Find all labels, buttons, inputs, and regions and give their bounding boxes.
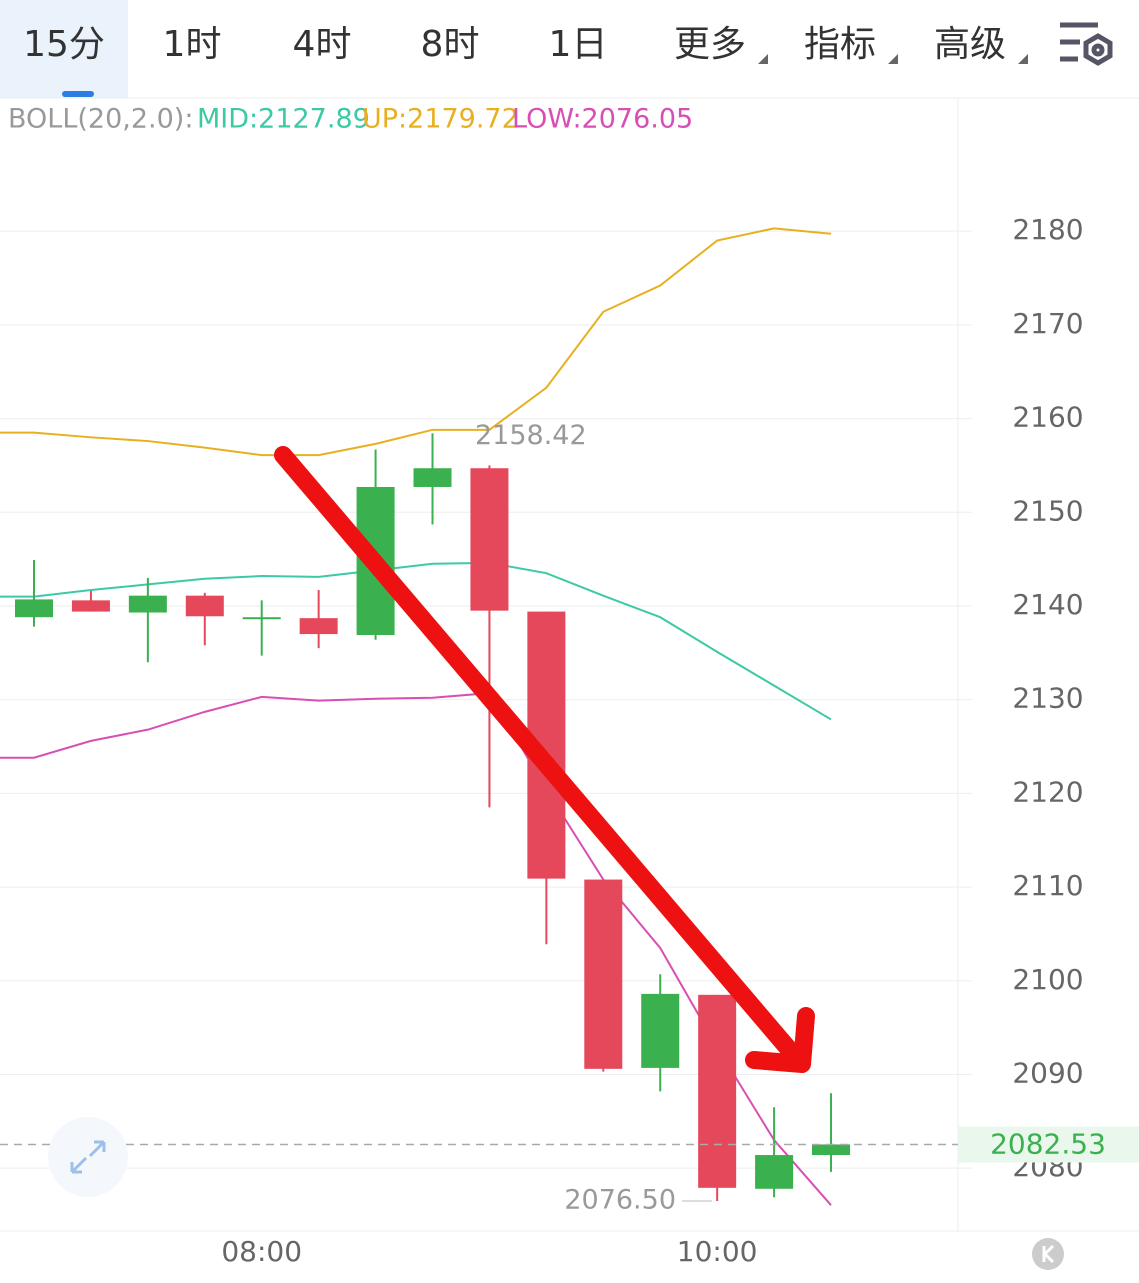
boll-line <box>0 561 832 721</box>
candle-body <box>299 618 338 635</box>
settings-icon[interactable] <box>1060 22 1113 66</box>
candle-body <box>15 599 53 618</box>
trend-arrow <box>274 446 815 1073</box>
tab[interactable]: 8时 <box>421 24 480 65</box>
tab[interactable]: 更多 <box>674 24 746 65</box>
candle-body <box>470 468 509 611</box>
boll-line <box>0 692 832 1206</box>
y-tick-label: 2120 <box>1012 775 1083 808</box>
last-price-label: 2082.53 <box>990 1127 1106 1160</box>
tab[interactable]: 15分 <box>23 24 105 65</box>
max-label: 2158.42 <box>475 420 587 451</box>
k-button[interactable] <box>1032 1238 1064 1270</box>
candle-body <box>242 617 281 620</box>
y-tick-label: 2130 <box>1012 682 1083 715</box>
expand-button[interactable] <box>48 1117 128 1197</box>
plot: 2080209021002110212021302140215021602170… <box>0 213 1139 1268</box>
candle-body <box>413 468 452 487</box>
tab[interactable]: 1日 <box>549 24 608 65</box>
tab[interactable]: 4时 <box>293 24 352 65</box>
candle-body <box>128 595 167 613</box>
y-tick-label: 2150 <box>1012 494 1083 527</box>
y-tick-label: 2110 <box>1012 869 1083 902</box>
indicator-label: BOLL(20,2.0): <box>8 104 193 135</box>
candle-body <box>755 1155 794 1189</box>
candle-body <box>584 879 623 1069</box>
candle-body <box>698 994 737 1188</box>
x-tick-label: 08:00 <box>221 1235 302 1268</box>
boll-line <box>0 227 832 457</box>
mid-label: MID:2127.89 <box>197 104 370 135</box>
min-label: 2076.50 <box>564 1184 676 1215</box>
dropdown-caret <box>758 54 768 64</box>
y-tick-label: 2180 <box>1012 213 1083 246</box>
low-label: LOW:2076.05 <box>512 104 693 135</box>
candle-body <box>185 595 224 617</box>
y-tick-label: 2160 <box>1012 401 1083 434</box>
tab[interactable]: 高级 <box>934 24 1006 65</box>
dropdown-caret <box>888 54 898 64</box>
y-tick-label: 2140 <box>1012 588 1083 621</box>
y-tick-label: 2170 <box>1012 307 1083 340</box>
x-tick-label: 10:00 <box>677 1235 758 1268</box>
last-price-tag <box>958 1126 1139 1163</box>
tab[interactable]: 1时 <box>163 24 222 65</box>
up-label: UP:2179.72 <box>362 104 519 135</box>
candle-body <box>812 1144 851 1156</box>
tab[interactable]: 指标 <box>804 24 876 65</box>
dropdown-caret <box>1018 54 1028 64</box>
candle-body <box>71 600 110 612</box>
candle-body <box>641 993 680 1068</box>
active-tab-bg <box>0 0 128 98</box>
y-tick-label: 2100 <box>1012 963 1083 996</box>
y-tick-label: 2090 <box>1012 1056 1083 1089</box>
active-tab-indicator <box>62 91 94 97</box>
